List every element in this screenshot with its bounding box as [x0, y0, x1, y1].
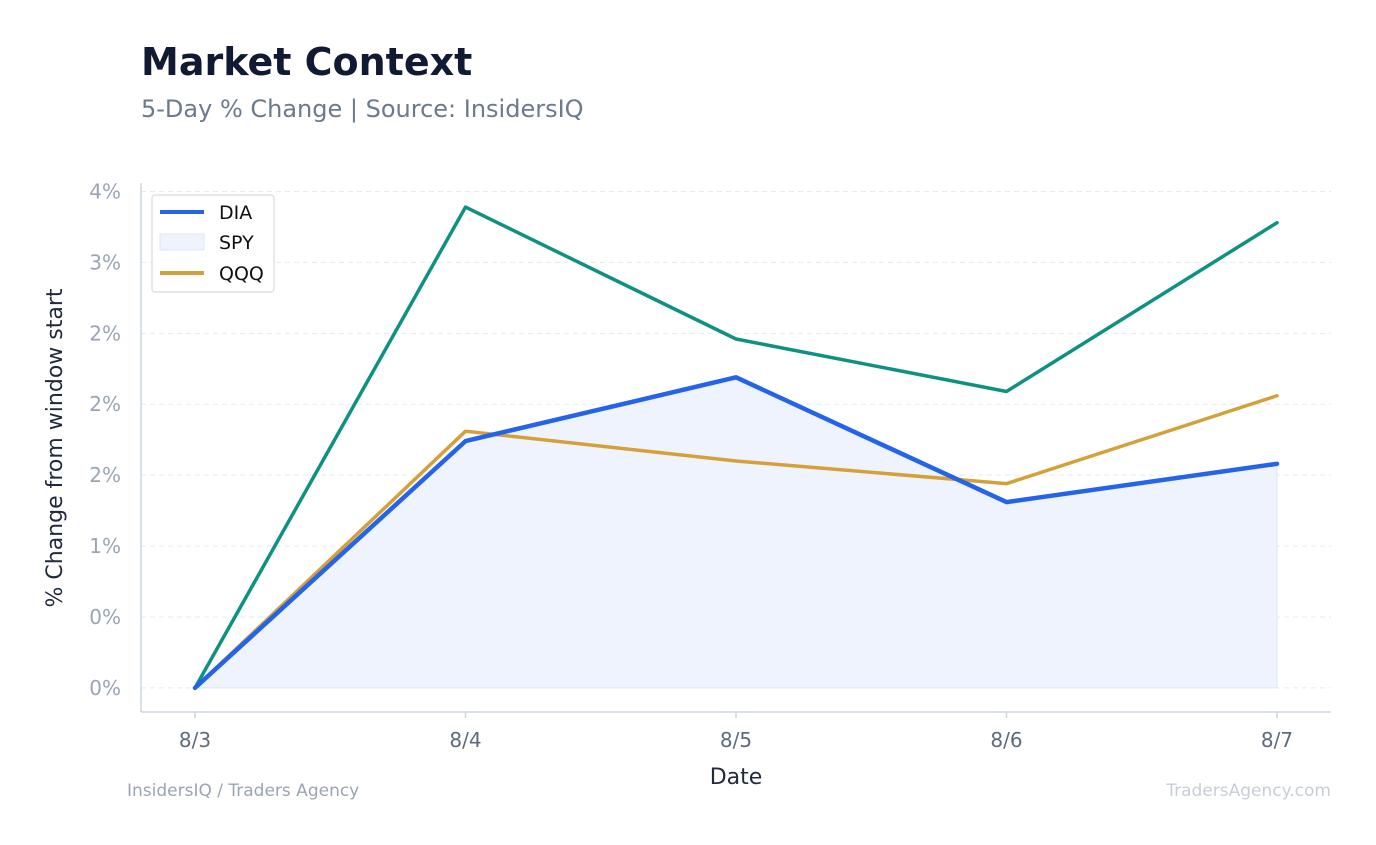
x-axis-title: Date [710, 765, 763, 790]
legend-label-qqq: QQQ [219, 263, 264, 285]
legend-label-dia: DIA [219, 202, 252, 224]
y-tick-label: 0% [89, 605, 121, 629]
y-tick-label: 0% [89, 676, 121, 700]
footer-website: TradersAgency.com [1165, 781, 1331, 801]
legend-box [151, 194, 275, 293]
footer-credit: InsidersIQ / Traders Agency [127, 781, 359, 801]
plot-area: 0% 0% 1% 2% 2% 2% 3% 4% 8/3 8/4 8/5 8/6 8/7 DIA SPY QQQ [89, 180, 1331, 752]
x-tick-label: 8/3 [179, 728, 211, 752]
x-tick-label: 8/6 [990, 728, 1022, 752]
chart-title: Market Context [141, 40, 472, 84]
y-tick-label: 4% [89, 180, 121, 204]
y-tick-label: 3% [89, 250, 121, 274]
chart-subtitle: 5-Day % Change | Source: InsidersIQ [141, 95, 584, 123]
y-tick-label: 1% [89, 534, 121, 558]
x-tick-label: 8/7 [1261, 728, 1293, 752]
y-tick-label: 2% [89, 321, 121, 345]
y-tick-label: 2% [89, 392, 121, 416]
y-axis-title: % Change from window start [43, 288, 68, 607]
legend-label-spy: SPY [219, 232, 254, 254]
legend-swatch-spy [159, 233, 205, 251]
x-tick-label: 8/4 [449, 728, 481, 752]
x-tick-label: 8/5 [720, 728, 752, 752]
legend: DIA SPY QQQ [151, 194, 275, 293]
y-tick-label: 2% [89, 463, 121, 487]
